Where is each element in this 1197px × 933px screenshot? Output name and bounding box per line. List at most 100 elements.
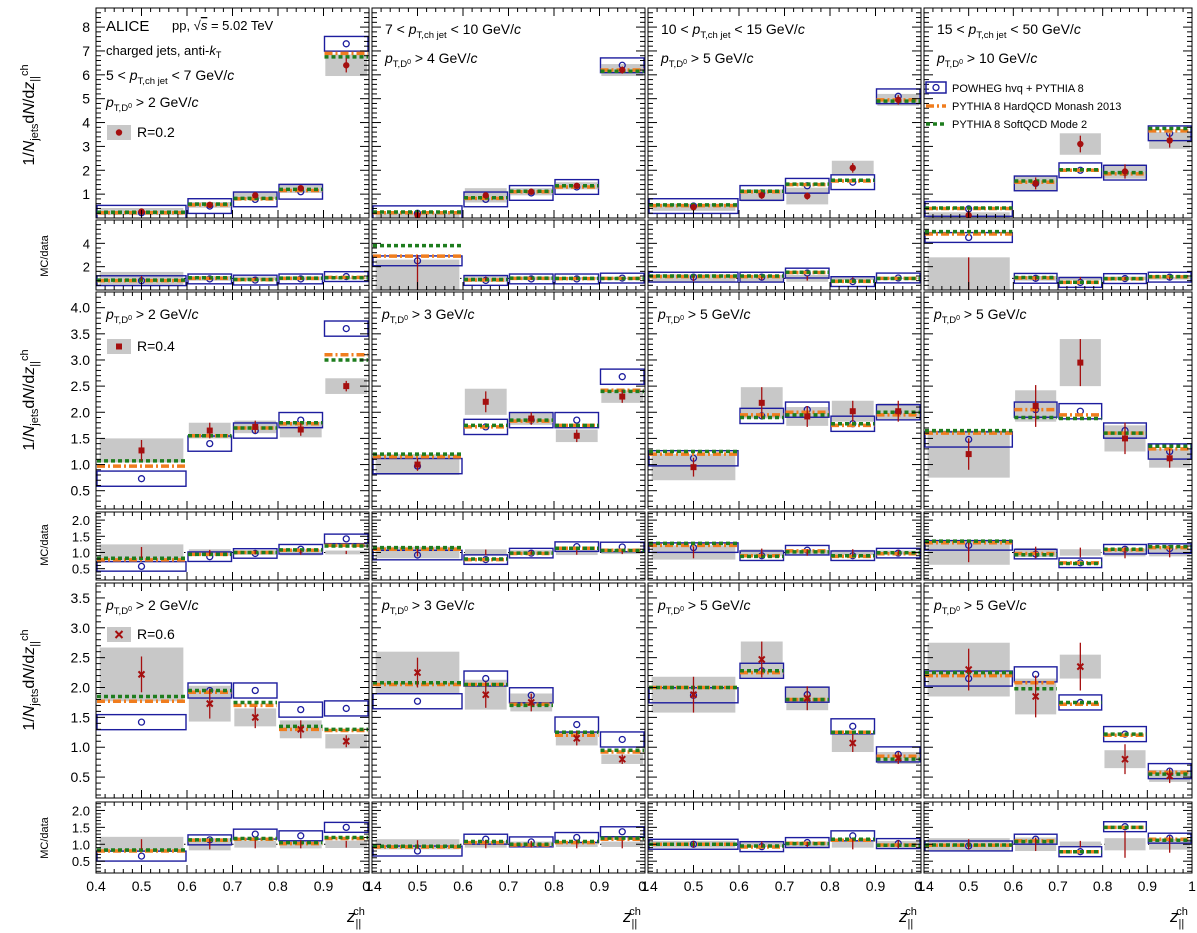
ratio-panel-3-3 <box>647 801 922 874</box>
data-point <box>528 415 535 422</box>
y-tick-label: 1.0 <box>72 837 90 852</box>
data-point <box>1032 180 1039 187</box>
panel-label: pT,D0 > 5 GeV/c <box>933 306 1027 326</box>
legend-r02-marker <box>115 129 123 136</box>
data-point <box>414 461 421 468</box>
y-tick-label: 0.5 <box>72 854 90 869</box>
panel-label: pT,D0 > 4 GeV/c <box>384 50 478 70</box>
main-panel-2-1: 0.5 1.0 1.5 2.0 2.5 3.0 3.5 4.0 pT,D0 > 2 GeV/c <box>71 291 370 510</box>
y-tick-label: 7 <box>82 43 90 59</box>
y-tick-label: 2.0 <box>71 680 91 696</box>
powheg-marker <box>342 704 350 713</box>
x-axis-title: z||ch <box>898 906 917 930</box>
data-point <box>1031 692 1040 701</box>
x-tick-label: 0.7 <box>223 878 243 894</box>
powheg-box <box>554 716 600 733</box>
y-tick-label: 2 <box>82 162 90 178</box>
powheg-marker <box>206 439 214 448</box>
powheg-marker <box>413 697 422 705</box>
legend-r04: R=0.4 <box>107 338 175 354</box>
data-point <box>690 204 697 211</box>
y-tick-label: 0.5 <box>71 769 91 785</box>
panel-label: 5 < pT,ch jet < 7 GeV/c <box>106 67 234 87</box>
x-tick-label: 0.7 <box>1048 878 1068 894</box>
panel-label: pT,D0 > 5 GeV/c <box>657 597 751 617</box>
data-point <box>758 655 766 664</box>
y-tick-label: 0.5 <box>72 562 90 577</box>
panel-frame <box>923 7 1193 219</box>
x-tick-label: 0.9 <box>590 878 610 894</box>
x-tick-label: 0.7 <box>775 878 795 894</box>
data-point <box>573 182 580 189</box>
panel-label: pT,D0 > 3 GeV/c <box>381 597 475 617</box>
main-panel-3-3: pT,D0 > 5 GeV/c <box>647 582 922 799</box>
panel-label: pT,D0 > 3 GeV/c <box>381 306 475 326</box>
data-point <box>618 755 626 763</box>
legend-softqcd-label: PYTHIA 8 SoftQCD Mode 2 <box>952 119 1087 131</box>
y-tick-label: 3.0 <box>71 352 91 368</box>
panel-label: pT,D0 > 2 GeV/c <box>105 306 199 326</box>
y-tick-label: 0.5 <box>71 483 91 499</box>
powheg-marker <box>137 852 146 860</box>
powheg-marker <box>251 830 259 838</box>
panel-label: pT,D0 > 5 GeV/c <box>933 597 1027 617</box>
panel-label: 10 < pT,ch jet < 15 GeV/c <box>661 21 805 41</box>
main-panel-2-3: pT,D0 > 5 GeV/c <box>647 291 922 510</box>
panel-plot-area <box>648 267 921 288</box>
powheg-marker <box>297 832 305 840</box>
panel-frame <box>647 801 922 874</box>
x-tick-label: 0.6 <box>177 878 197 894</box>
powheg-marker <box>618 373 626 381</box>
panel-plot-area <box>648 387 921 481</box>
data-point <box>619 393 626 400</box>
panel-plot-area <box>924 539 1192 569</box>
legend-r02: R=0.2 <box>107 124 175 140</box>
x-tick-label: 0.4 <box>362 878 382 894</box>
panel-plot-area <box>648 541 921 562</box>
powheg-box <box>96 713 187 731</box>
x-tick-label: 0.5 <box>408 878 428 894</box>
x-tick-label: 0.8 <box>1093 878 1113 894</box>
jet-type-label: charged jets, anti-kT <box>106 43 222 60</box>
panel-label: 15 < pT,ch jet < 50 GeV/c <box>937 21 1081 41</box>
data-point <box>1077 140 1084 148</box>
panel-label: 7 < pT,ch jet < 10 GeV/c <box>385 21 521 41</box>
data-point <box>297 725 305 734</box>
main-panel-3-4: pT,D0 > 5 GeV/c <box>923 582 1193 799</box>
powheg-box <box>278 701 324 718</box>
ratio-panel-2-2 <box>371 511 646 581</box>
y-tick-label: 4 <box>83 236 90 251</box>
x-tick-label: 0.5 <box>684 878 704 894</box>
panel-plot-area <box>96 35 369 218</box>
main-panel-1-1: 1 2 3 4 5 6 7 8 5 < pT,ch jet < 7 GeV/c pT,D0 > 2… <box>82 7 370 219</box>
legend-powheg-swatch <box>925 81 947 94</box>
ylabel-main-row3: 1/NjetsdN/dz||ch <box>19 629 41 730</box>
panel-plot-area <box>372 368 645 476</box>
panel-plot-area <box>372 651 645 764</box>
main-panel-3-2: pT,D0 > 3 GeV/c <box>371 582 646 799</box>
panel-plot-area <box>924 642 1192 784</box>
x-tick-label: 0.8 <box>544 878 564 894</box>
x-tick-label: 0.5 <box>959 878 979 894</box>
data-point <box>690 464 697 471</box>
x-axis-title: z||ch <box>346 906 365 930</box>
panel-frame <box>95 291 370 510</box>
x-tick-label: 0.4 <box>86 878 106 894</box>
legend-r02-label: R=0.2 <box>137 124 175 140</box>
powheg-marker <box>573 416 581 424</box>
data-point <box>1121 755 1129 763</box>
x-tick-label: 0.6 <box>729 878 749 894</box>
main-panel-2-2: pT,D0 > 3 GeV/c <box>371 291 646 510</box>
x-tick-label: 1 <box>917 878 925 894</box>
panel-plot-area <box>96 320 369 487</box>
data-point <box>528 188 535 195</box>
panel-plot-area <box>96 821 369 862</box>
x-tick-label: 1 <box>365 878 373 894</box>
main-panel-3-1: 0.5 1.0 1.5 2.0 2.5 3.0 3.5 pT,D0 > 2 GeV/c <box>71 582 370 799</box>
powheg-marker <box>618 735 626 744</box>
powheg-box <box>372 693 463 710</box>
data-point <box>343 383 350 390</box>
data-point <box>758 192 765 199</box>
ylabel-ratio-row1: MC/data <box>39 234 51 276</box>
